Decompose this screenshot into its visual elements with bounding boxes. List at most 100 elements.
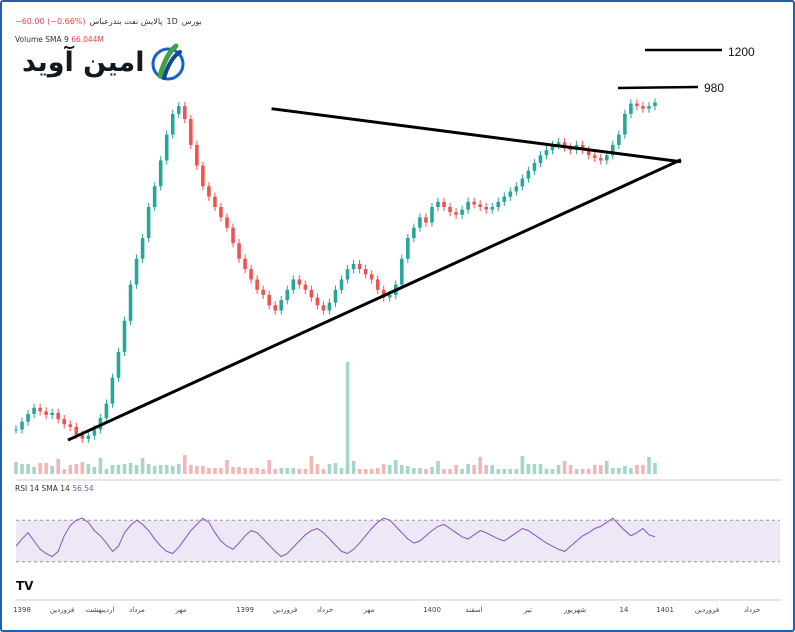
candle-body — [586, 150, 591, 156]
volume-bar — [309, 456, 314, 474]
volume-bar — [635, 465, 639, 474]
candle-body — [466, 201, 470, 210]
rsi-indicator-name: RSI 14 SMA 14 — [15, 484, 70, 493]
tradingview-logo-icon[interactable]: TV — [16, 579, 34, 593]
resistance-trendline — [271, 107, 682, 164]
candle-body — [267, 294, 271, 306]
volume-bar — [321, 469, 326, 474]
time-axis-tick: فروردین — [50, 606, 74, 614]
volume-bar — [412, 468, 416, 474]
candle-body — [56, 412, 60, 420]
brand-logo: امین آوید — [22, 42, 186, 82]
rsi-line — [15, 517, 656, 558]
volume-bar — [92, 467, 97, 474]
candle-body — [140, 238, 145, 259]
volume-bar — [345, 362, 350, 474]
time-axis-tick: خرداد — [744, 606, 760, 614]
volume-bar — [442, 469, 446, 474]
time-axis-tick: اردیبهشت — [86, 606, 115, 614]
candle-body — [363, 269, 368, 275]
candle-body — [538, 155, 543, 164]
candle-body — [406, 238, 410, 259]
candle-body — [617, 134, 621, 145]
time-axis-tick: 1401 — [656, 606, 674, 614]
symbol-exchange: بورس — [181, 17, 202, 26]
candle-body — [424, 217, 428, 223]
candlesticks — [14, 98, 657, 443]
rsi-indicator-value: 56.54 — [72, 484, 94, 493]
candle-body — [647, 106, 651, 109]
candle-body — [400, 258, 404, 285]
volume-bar — [44, 463, 48, 474]
candle-body — [375, 279, 380, 290]
candle-body — [237, 243, 241, 259]
candle-body — [381, 289, 386, 298]
candle-body — [514, 186, 519, 192]
volume-bar — [261, 469, 265, 474]
candle-body — [134, 258, 139, 285]
candle-body — [623, 113, 627, 135]
volume-bar — [201, 466, 205, 474]
candle-body — [297, 279, 302, 285]
candle-body — [641, 106, 645, 109]
rsi-indicator-label: RSI 14 SMA 14 56.54 — [15, 484, 94, 493]
time-axis-tick: فروردین — [695, 606, 719, 614]
volume-bar — [195, 466, 199, 474]
candle-body — [472, 201, 476, 205]
volume-bar — [568, 465, 573, 474]
time-axis-tick: تیر — [523, 606, 532, 614]
volume-bar — [32, 467, 36, 474]
volume-bar — [14, 462, 18, 474]
volume-bar — [98, 458, 103, 474]
candle-body — [550, 144, 555, 151]
volume-bar — [526, 464, 531, 474]
candle-body — [339, 279, 344, 290]
candle-body — [74, 426, 79, 435]
volume-bar — [183, 455, 187, 474]
level-1200-label: 1200 — [728, 45, 755, 59]
symbol-header: بورس 1D پالایش نفت بندرعباس −60.00 (−0.6… — [15, 17, 202, 26]
volume-bar — [496, 469, 501, 474]
volume-bar — [436, 461, 440, 474]
candle-body — [436, 201, 440, 207]
candle-body — [333, 289, 338, 303]
volume-bar — [327, 464, 332, 474]
candle-body — [321, 305, 326, 311]
candle-body — [502, 196, 507, 202]
volume-bar — [375, 468, 380, 474]
volume-bar — [303, 469, 308, 474]
volume-bar — [176, 464, 181, 474]
brand-logo-text: امین آوید — [22, 46, 145, 78]
volume-bar — [550, 469, 555, 474]
time-axis-tick: 1400 — [423, 606, 441, 614]
volume-bar — [189, 465, 193, 474]
volume-bar — [110, 465, 115, 474]
candle-body — [68, 424, 73, 427]
volume-bar — [164, 465, 169, 474]
time-axis-tick: خرداد — [317, 606, 333, 614]
symbol-name: پالایش نفت بندرعباس — [89, 17, 163, 26]
volume-bar — [20, 464, 24, 474]
price-change: −60.00 (−0.66%) — [15, 17, 86, 26]
candle-body — [50, 412, 54, 415]
volume-bar — [357, 469, 362, 474]
candle-body — [92, 429, 97, 436]
volume-bar — [219, 468, 223, 474]
volume-bar — [74, 464, 79, 474]
candle-body — [387, 294, 392, 298]
candle-body — [255, 279, 259, 290]
candle-body — [430, 207, 434, 223]
trendlines — [67, 48, 722, 442]
volume-bar — [393, 460, 398, 474]
volume-bar — [400, 465, 404, 474]
candle-body — [243, 258, 247, 270]
time-axis-tick: شهریور — [563, 606, 586, 614]
candle-body — [460, 209, 464, 215]
candle-body — [249, 269, 253, 280]
candle-body — [604, 155, 609, 161]
volume-bar — [381, 464, 386, 474]
volume-bar — [466, 464, 470, 474]
volume-bar — [520, 456, 525, 474]
